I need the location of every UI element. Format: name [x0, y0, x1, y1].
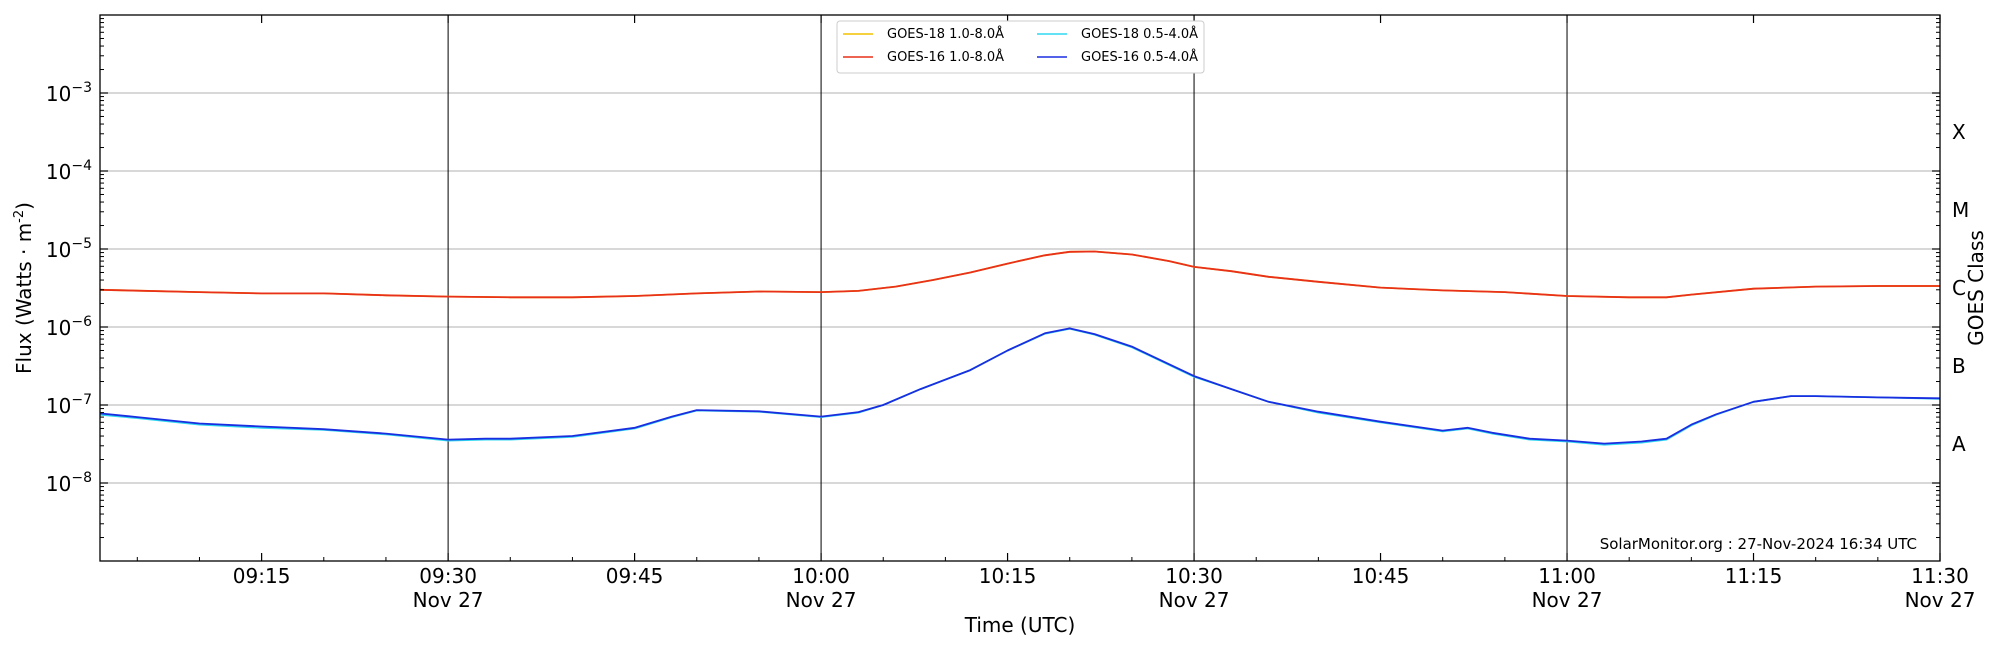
y-tick-exponent: −5	[71, 236, 92, 252]
y-tick-exponent: −4	[71, 158, 92, 174]
y-tick-label: 10−7	[46, 392, 92, 418]
x-tick-label: 09:15	[233, 564, 291, 588]
y-tick-base: 10	[46, 160, 71, 184]
x-tick-date-label: Nov 27	[413, 588, 484, 612]
goes-class-label: B	[1952, 354, 1966, 378]
x-tick-date-label: Nov 27	[786, 588, 857, 612]
x-tick-label: 10:00	[792, 564, 850, 588]
legend-label: GOES-18 1.0-8.0Å	[887, 26, 1004, 42]
y-tick-base: 10	[46, 238, 71, 262]
legend-label: GOES-18 0.5-4.0Å	[1081, 26, 1198, 42]
y-tick-labels: 10−810−710−610−510−410−3	[46, 80, 92, 496]
goes-class-label: A	[1952, 432, 1966, 456]
y-tick-label: 10−6	[46, 314, 92, 340]
goes-class-axis-title: GOES Class	[1964, 230, 1988, 346]
x-tick-date-label: Nov 27	[1905, 588, 1976, 612]
goes-class-labels: A B C M X	[1952, 120, 1969, 456]
goes-class-label: M	[1952, 198, 1969, 222]
x-tick-label: 10:30	[1165, 564, 1223, 588]
x-tick-label: 11:30	[1911, 564, 1969, 588]
y-axis-title-exponent: -2	[12, 210, 27, 223]
y-tick-base: 10	[46, 82, 71, 106]
legend-label: GOES-16 0.5-4.0Å	[1081, 49, 1198, 65]
y-axis-title: Flux (Watts · m-2)	[12, 202, 36, 374]
goes-class-label: X	[1952, 120, 1966, 144]
plot-frame	[99, 14, 1941, 562]
y-tick-label: 10−5	[46, 236, 92, 262]
y-tick-base: 10	[46, 394, 71, 418]
x-tick-label: 11:00	[1538, 564, 1596, 588]
legend-items: GOES-18 1.0-8.0Å GOES-18 0.5-4.0Å GOES-16 …	[843, 26, 1198, 65]
grid-layer	[100, 92, 1940, 484]
legend: GOES-18 1.0-8.0Å GOES-18 0.5-4.0Å GOES-16 …	[836, 20, 1205, 74]
goes-class-label: C	[1952, 276, 1966, 300]
x-tick-label: 10:15	[979, 564, 1037, 588]
tick-layer	[100, 15, 1941, 561]
series-line	[99, 250, 1940, 299]
series-layer	[99, 250, 1941, 446]
y-tick-exponent: −3	[71, 80, 92, 96]
source-annotation: SolarMonitor.org : 27-Nov-2024 16:34 UTC	[1600, 535, 1917, 553]
x-axis-title: Time (UTC)	[964, 613, 1076, 637]
legend-label: GOES-16 1.0-8.0Å	[887, 49, 1004, 65]
x-tick-label: 11:15	[1725, 564, 1783, 588]
y-tick-label: 10−4	[46, 158, 92, 184]
y-axis-title-close: )	[12, 202, 36, 210]
y-tick-label: 10−3	[46, 80, 92, 106]
y-tick-label: 10−8	[46, 470, 92, 496]
y-tick-base: 10	[46, 472, 71, 496]
y-tick-base: 10	[46, 316, 71, 340]
y-axis-title-main: Flux (Watts · m	[12, 223, 36, 374]
y-tick-exponent: −6	[71, 314, 92, 330]
legend-box	[836, 20, 1205, 74]
y-tick-exponent: −8	[71, 470, 92, 486]
x-tick-date-label: Nov 27	[1532, 588, 1603, 612]
x-tick-date-label: Nov 27	[1159, 588, 1230, 612]
x-tick-label: 09:45	[606, 564, 664, 588]
x-tick-label: 09:30	[419, 564, 477, 588]
y-tick-exponent: −7	[71, 392, 92, 408]
series-line	[99, 327, 1941, 445]
vertical-lines-layer	[447, 15, 1568, 561]
x-tick-label: 10:45	[1352, 564, 1410, 588]
